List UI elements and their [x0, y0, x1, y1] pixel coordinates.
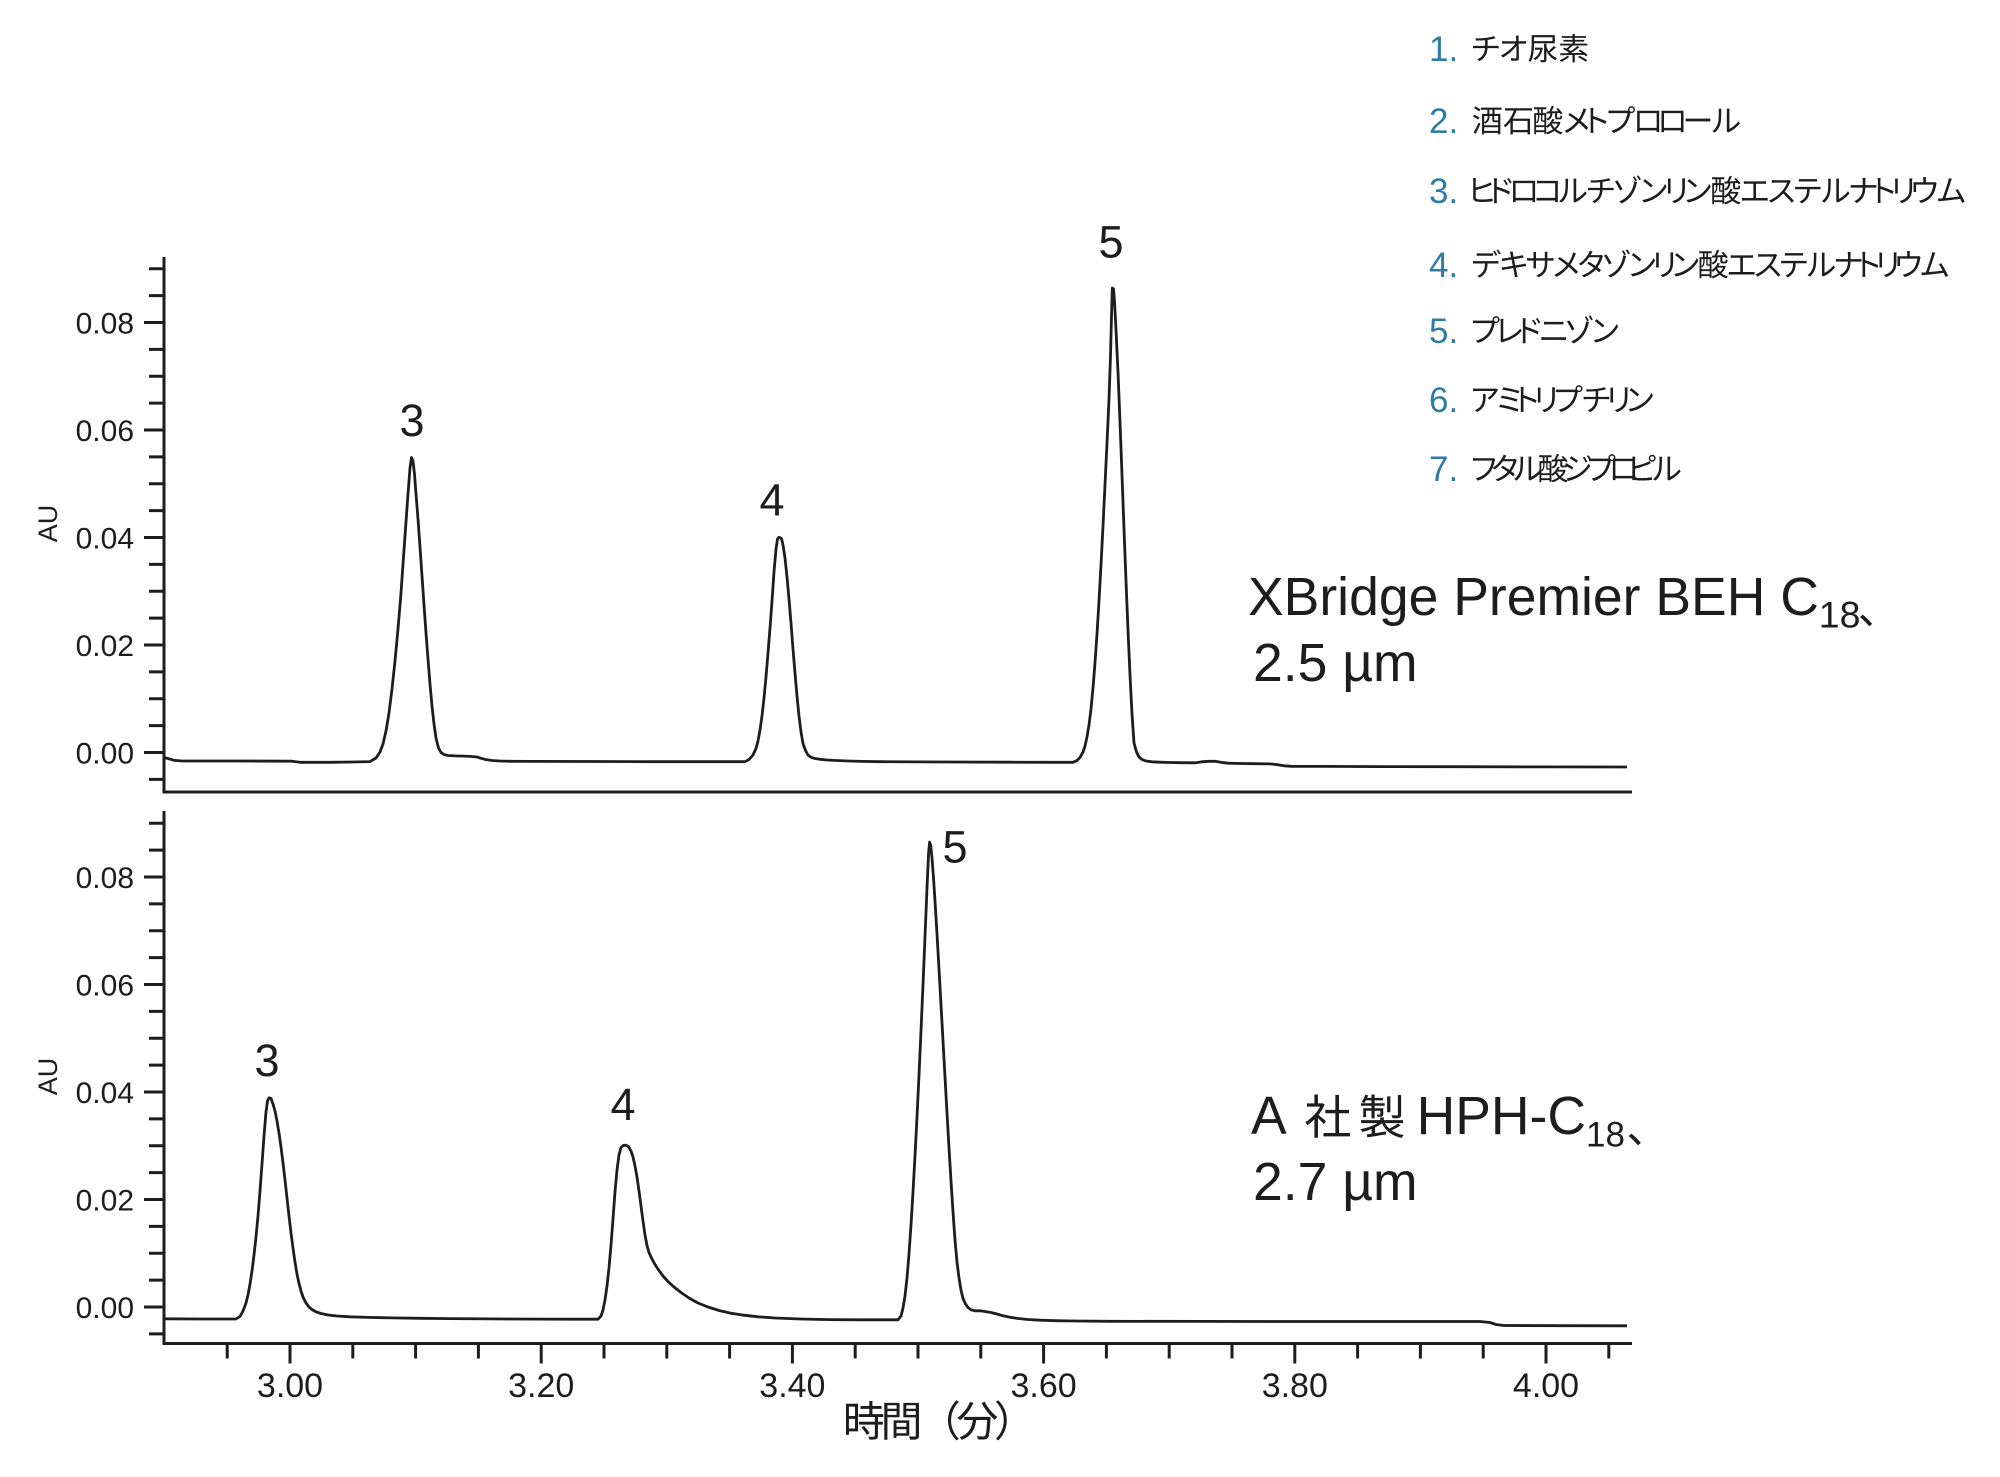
- svg-text:3.60: 3.60: [1011, 1367, 1077, 1405]
- svg-text:2.7 µm: 2.7 µm: [1253, 1153, 1418, 1212]
- svg-text:2.5 µm: 2.5 µm: [1253, 634, 1418, 693]
- svg-text:4.00: 4.00: [1513, 1367, 1579, 1405]
- svg-text:4: 4: [610, 1079, 635, 1130]
- svg-text:2.: 2.: [1429, 102, 1458, 141]
- svg-text:4.: 4.: [1429, 246, 1458, 285]
- svg-text:7.: 7.: [1429, 450, 1458, 489]
- svg-text:AU: AU: [33, 505, 63, 543]
- svg-text:0.00: 0.00: [76, 1292, 134, 1325]
- svg-text:1.: 1.: [1429, 30, 1458, 69]
- svg-text:XBridge Premier BEH C: XBridge Premier BEH C: [1248, 568, 1819, 627]
- svg-text:AU: AU: [33, 1058, 63, 1096]
- svg-text:3.20: 3.20: [508, 1367, 574, 1405]
- svg-text:3.80: 3.80: [1262, 1367, 1328, 1405]
- svg-text:0.04: 0.04: [76, 1077, 134, 1110]
- svg-text:0.08: 0.08: [76, 862, 134, 895]
- svg-text:5: 5: [942, 821, 967, 872]
- svg-text:0.08: 0.08: [76, 308, 134, 341]
- svg-text:0.00: 0.00: [76, 738, 134, 771]
- svg-text:6.: 6.: [1429, 381, 1458, 420]
- svg-text:5.: 5.: [1429, 312, 1458, 351]
- svg-text:0.02: 0.02: [76, 630, 134, 663]
- svg-text:3: 3: [399, 395, 424, 446]
- svg-text:0.06: 0.06: [76, 415, 134, 448]
- svg-text:0.02: 0.02: [76, 1185, 134, 1218]
- svg-text:0.04: 0.04: [76, 523, 134, 556]
- svg-text:3.40: 3.40: [759, 1367, 825, 1405]
- svg-text:18: 18: [1819, 594, 1861, 636]
- svg-text:3: 3: [254, 1035, 279, 1086]
- svg-text:5: 5: [1098, 217, 1123, 268]
- svg-text:3.00: 3.00: [257, 1367, 323, 1405]
- svg-text:A: A: [1251, 1087, 1287, 1146]
- svg-text:HPH-C: HPH-C: [1417, 1087, 1586, 1146]
- svg-text:3.: 3.: [1429, 172, 1458, 211]
- svg-text:4: 4: [759, 474, 784, 525]
- svg-text:0.06: 0.06: [76, 970, 134, 1003]
- svg-text:18: 18: [1586, 1116, 1625, 1155]
